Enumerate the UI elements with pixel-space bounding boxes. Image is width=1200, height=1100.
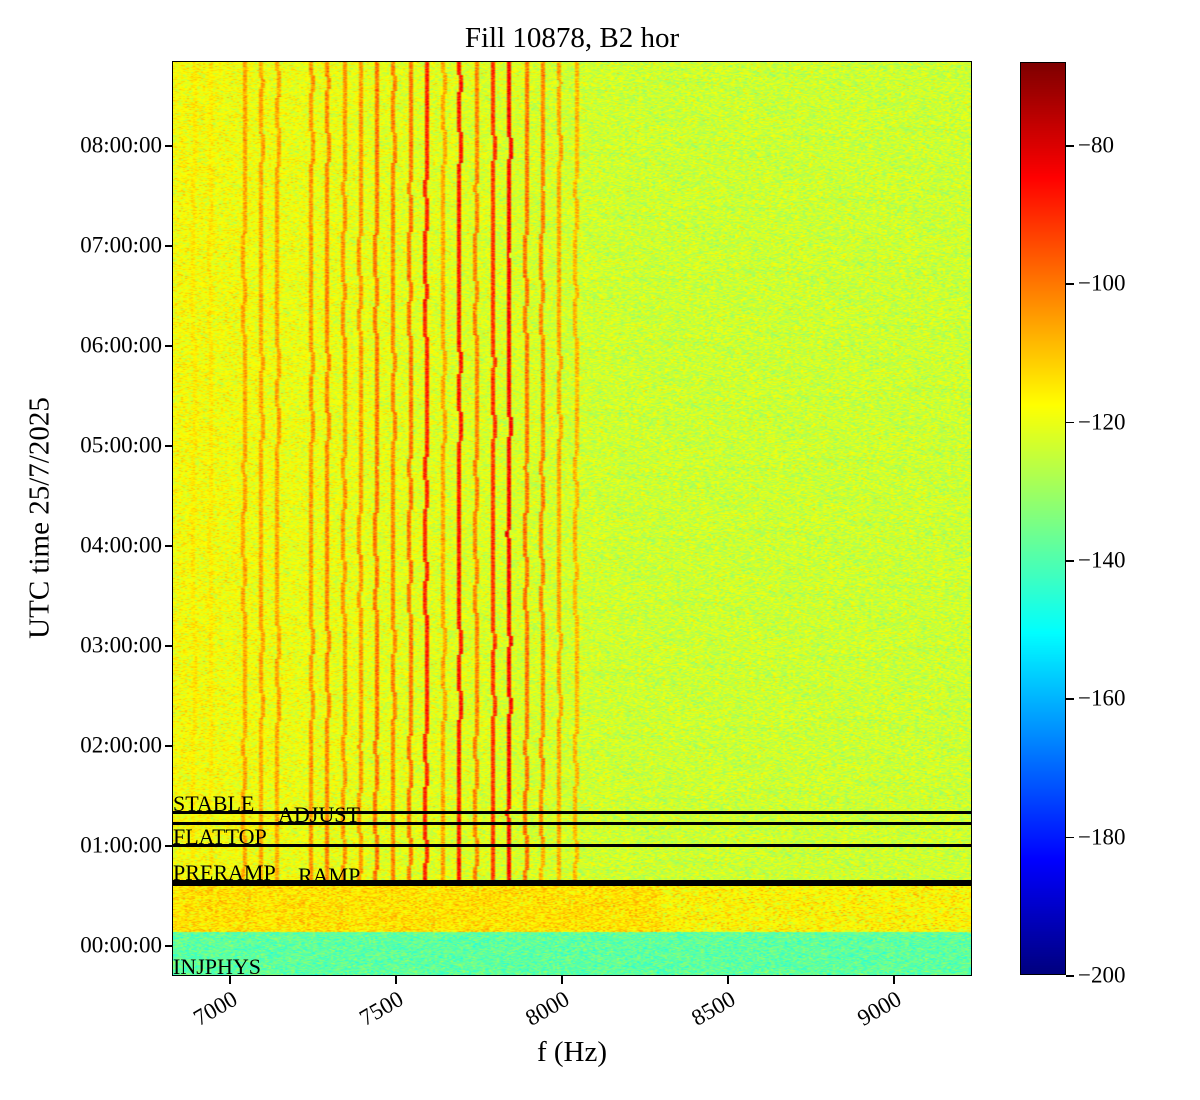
- y-tick-label: 04:00:00: [80, 532, 162, 558]
- colorbar-tick-label: −80: [1078, 132, 1114, 158]
- spectrogram-plot-area: STABLE ADJUST FLATTOP RAMP PRERAMP INJPHYS: [173, 62, 971, 979]
- colorbar-tick-label: −160: [1078, 685, 1126, 711]
- x-tick-label: 8000: [521, 986, 574, 1031]
- x-tick-label: 8500: [687, 986, 740, 1031]
- colorbar-tick-label: −140: [1078, 547, 1126, 573]
- colorbar-tick-label: −180: [1078, 824, 1126, 850]
- y-tick-mark: [165, 345, 173, 347]
- event-line-stable: [173, 810, 971, 814]
- colorbar-tick-label: −120: [1078, 409, 1126, 435]
- colorbar: [1020, 62, 1066, 975]
- event-label-stable: STABLE: [173, 791, 255, 816]
- y-tick-label: 01:00:00: [80, 832, 162, 858]
- event-label-injphys: INJPHYS: [173, 954, 262, 979]
- x-tick-label: 7500: [355, 986, 408, 1031]
- colorbar-tick-mark: [1066, 283, 1074, 285]
- y-tick-mark: [165, 645, 173, 647]
- x-tick-mark: [727, 976, 729, 984]
- colorbar-tick-mark: [1066, 421, 1074, 424]
- y-tick-mark: [165, 245, 173, 247]
- colorbar-tick-mark: [1066, 698, 1074, 700]
- y-tick-mark: [165, 545, 173, 547]
- chart-title: Fill 10878, B2 hor: [464, 22, 680, 54]
- y-tick-label: 08:00:00: [80, 132, 162, 158]
- event-line-ramp: [173, 882, 971, 886]
- y-axis-label: UTC time 25/7/2025: [23, 397, 56, 639]
- y-tick-label: 06:00:00: [80, 332, 162, 358]
- spectrogram-heatmap: [173, 62, 971, 975]
- colorbar-tick-mark: [1066, 836, 1074, 839]
- y-tick-label: 07:00:00: [80, 232, 162, 258]
- y-tick-label: 02:00:00: [80, 732, 162, 758]
- colorbar-tick-label: −100: [1078, 270, 1126, 296]
- y-tick-mark: [165, 445, 173, 447]
- y-tick-mark: [165, 845, 173, 847]
- event-label-adjust: ADJUST: [278, 802, 360, 827]
- colorbar-tick-mark: [1066, 975, 1074, 977]
- x-tick-mark: [229, 976, 231, 984]
- y-tick-mark: [165, 745, 173, 747]
- event-line-preramp: [173, 879, 971, 883]
- event-line-adjust: [173, 821, 971, 825]
- event-line-flattop: [173, 843, 971, 847]
- event-label-ramp: RAMP: [298, 863, 361, 888]
- colorbar-tick-mark: [1066, 560, 1074, 562]
- y-tick-label: 00:00:00: [80, 932, 162, 958]
- x-tick-mark: [395, 976, 397, 984]
- y-tick-mark: [165, 945, 173, 947]
- x-axis-label: f (Hz): [536, 1036, 608, 1068]
- x-tick-mark: [893, 976, 895, 984]
- colorbar-tick-mark: [1066, 145, 1074, 147]
- event-label-preramp: PRERAMP: [173, 860, 276, 885]
- x-tick-mark: [561, 976, 563, 984]
- y-tick-mark: [165, 145, 173, 147]
- x-tick-label: 9000: [853, 986, 906, 1031]
- event-label-flattop: FLATTOP: [173, 824, 267, 849]
- x-tick-label: 7000: [189, 986, 242, 1031]
- colorbar-tick-label: −200: [1078, 962, 1126, 988]
- y-tick-label: 05:00:00: [80, 432, 162, 458]
- y-tick-label: 03:00:00: [80, 632, 162, 658]
